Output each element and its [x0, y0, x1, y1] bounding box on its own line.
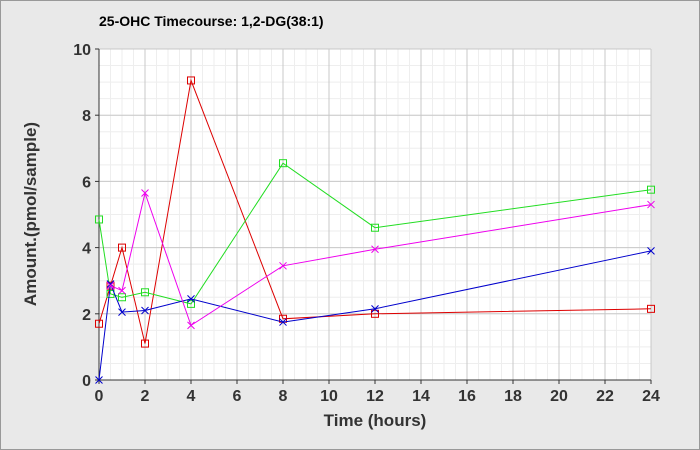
- data-point: [187, 76, 195, 85]
- data-point: [279, 261, 287, 270]
- y-axis-label: Amount.(pmol/sample): [21, 122, 40, 306]
- data-point: [106, 281, 115, 290]
- data-point: [106, 289, 115, 298]
- x-tick-label: 14: [412, 388, 430, 405]
- series-line: [98, 162, 652, 305]
- data-point: [95, 376, 103, 384]
- x-tick-label: 8: [279, 388, 288, 405]
- data-point: [95, 215, 103, 224]
- x-tick-label: 24: [642, 388, 660, 405]
- y-tick-label: 0: [82, 373, 91, 390]
- data-point: [371, 245, 379, 254]
- series-2: [95, 159, 655, 308]
- data-point: [371, 309, 379, 318]
- data-point: [647, 304, 655, 313]
- x-tick-label: 0: [95, 388, 104, 405]
- data-point: [371, 223, 379, 232]
- data-point: [141, 339, 149, 348]
- data-point: [371, 304, 379, 313]
- series-4: [106, 189, 655, 330]
- data-point: [141, 288, 149, 297]
- data-point: [187, 295, 195, 303]
- data-point: [118, 308, 126, 316]
- y-tick-label: 4: [82, 241, 91, 258]
- y-tick-label: 10: [73, 42, 91, 59]
- chart-title: 25-OHC Timecourse: 1,2-DG(38:1): [99, 13, 324, 29]
- data-point: [118, 286, 126, 295]
- x-tick-label: 4: [187, 388, 196, 405]
- data-point: [279, 159, 287, 168]
- series-line: [98, 78, 652, 344]
- data-point: [118, 293, 126, 302]
- x-tick-label: 18: [504, 388, 522, 405]
- series-3: [95, 247, 655, 384]
- data-point: [647, 247, 655, 255]
- data-point: [106, 281, 115, 290]
- series-line: [98, 250, 652, 381]
- x-tick-label: 10: [320, 388, 338, 405]
- x-tick-label: 22: [596, 388, 614, 405]
- grid: [98, 48, 652, 381]
- x-tick-label: 12: [366, 388, 384, 405]
- data-point: [647, 200, 655, 209]
- x-tick-label: 20: [550, 388, 568, 405]
- y-tick-label: 2: [82, 307, 91, 324]
- x-tick-label: 6: [233, 388, 242, 405]
- y-tick-label: 6: [82, 174, 91, 191]
- data-point: [187, 321, 195, 330]
- x-tick-label: 2: [141, 388, 150, 405]
- data-point: [118, 243, 126, 252]
- series-group: [95, 76, 655, 384]
- data-point: [187, 299, 195, 308]
- data-point: [141, 189, 149, 197]
- y-tick-label: 8: [82, 108, 91, 125]
- x-tick-label: 16: [458, 388, 476, 405]
- data-point: [279, 318, 287, 326]
- data-point: [647, 185, 655, 194]
- x-axis-label: Time (hours): [324, 411, 427, 430]
- data-point: [141, 306, 149, 315]
- data-point: [95, 319, 103, 328]
